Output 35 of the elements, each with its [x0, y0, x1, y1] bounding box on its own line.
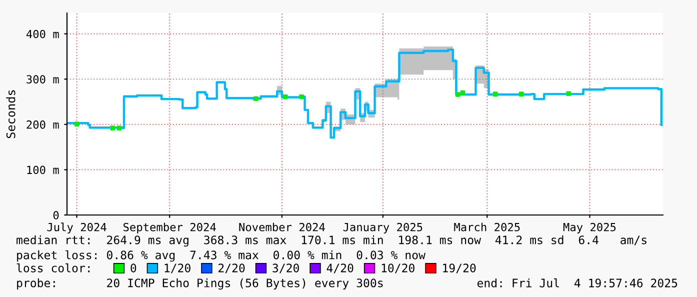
text: median rtt: 264.9 ms avg 368.3 ms max 170.1 ms min 198.1 ms now 41.2 ms sd 6.4 am/s [16, 235, 646, 247]
y-tick-label: 400 m [26, 30, 59, 38]
point [74, 122, 80, 126]
point [254, 96, 258, 101]
x-tick-label: September 2024 [124, 222, 216, 234]
text: probe: 20 ICMP Echo Pings (56 Bytes) every 300s [17, 278, 383, 290]
point [110, 126, 115, 130]
legend-title: loss color: [16, 263, 90, 272]
x-tick-label: July 2024 [47, 222, 106, 234]
legend-label: 1/20 [164, 264, 190, 274]
text: end: Fri Jul 4 19:57:46 2025 [477, 278, 678, 288]
text: packet loss: 0.86 % avg 7.43 % max 0.00 % min 0.03 % now [17, 250, 426, 262]
point [282, 94, 288, 100]
legend-label: 19/20 [443, 264, 476, 274]
x-tick-label: May 2025 [563, 222, 616, 234]
y-tick-label: 0 [53, 211, 59, 220]
legend-label: 4/20 [326, 264, 354, 274]
x-tick-label: January 2025 [343, 222, 422, 234]
legend-label: 2/20 [218, 264, 245, 274]
point [299, 94, 304, 100]
point [455, 92, 460, 97]
legend-label: 0 [130, 264, 136, 272]
point [566, 91, 571, 96]
legend-label: 10/20 [382, 264, 414, 274]
y-tick-label: 200 m [26, 120, 59, 129]
point [460, 90, 466, 96]
point [492, 92, 498, 96]
point [116, 126, 122, 130]
y-axis-title: Seconds [6, 90, 16, 138]
legend-label: 3/20 [272, 264, 299, 274]
y-tick-label: 100 m [27, 166, 59, 174]
x-tick-label: November 2024 [239, 222, 325, 232]
x-tick-label: March 2025 [454, 222, 520, 232]
y-tick-label: 300 m [26, 75, 59, 84]
point [518, 92, 524, 96]
